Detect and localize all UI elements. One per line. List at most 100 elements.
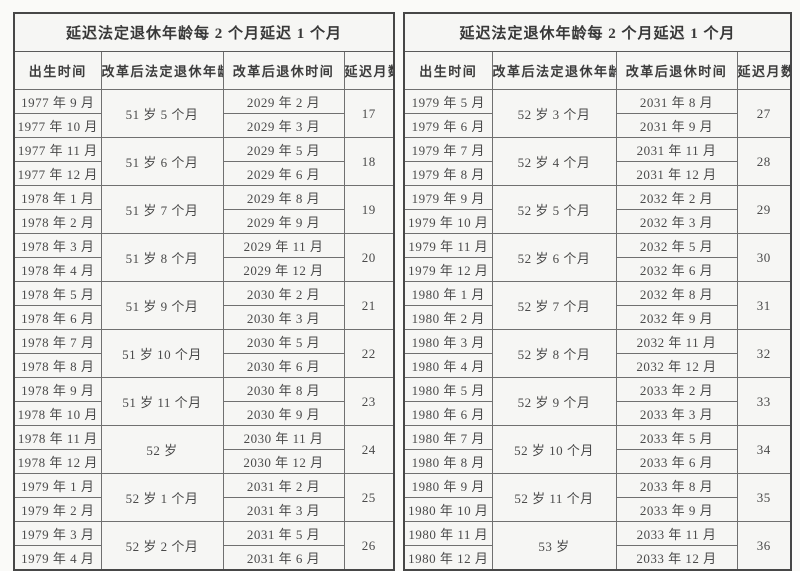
birth-month-cell: 1980 年 8 月 xyxy=(403,449,493,474)
retirement-date-cell: 2029 年 3 月 xyxy=(222,113,345,138)
birth-month-cell: 1979 年 1 月 xyxy=(13,473,102,498)
table-row: 1980 年 9 月 52 岁 11 个月 2033 年 8 月 35 xyxy=(403,473,792,522)
delay-months-cell: 27 xyxy=(736,89,792,138)
retirement-age-cell: 51 岁 7 个月 xyxy=(100,185,224,234)
column-header-birth: 出生时间 xyxy=(13,51,102,90)
birth-month-cell: 1979 年 3 月 xyxy=(13,521,102,546)
table-row: 1978 年 1 月 51 岁 7 个月 2029 年 8 月 19 xyxy=(13,185,395,234)
delay-months-cell: 34 xyxy=(736,425,792,474)
birth-month-cell: 1977 年 10 月 xyxy=(13,113,102,138)
delay-months-cell: 19 xyxy=(343,185,395,234)
table-row: 1978 年 11 月 52 岁 2030 年 11 月 24 xyxy=(13,425,395,474)
retirement-age-cell: 51 岁 11 个月 xyxy=(100,377,224,426)
retirement-date-cell: 2032 年 12 月 xyxy=(615,353,738,378)
retirement-date-cell: 2030 年 12 月 xyxy=(222,449,345,474)
delay-months-cell: 30 xyxy=(736,233,792,282)
retirement-age-cell: 52 岁 1 个月 xyxy=(100,473,224,522)
table-row: 1977 年 9 月 51 岁 5 个月 2029 年 2 月 17 xyxy=(13,89,395,138)
retirement-date-cell: 2030 年 6 月 xyxy=(222,353,345,378)
birth-month-cell: 1979 年 9 月 xyxy=(403,185,493,210)
retirement-date-cell: 2031 年 2 月 xyxy=(222,473,345,498)
table-row: 1978 年 4 月 2029 年 12 月 xyxy=(13,257,394,282)
birth-month-cell: 1978 年 1 月 xyxy=(13,185,102,210)
table-row: 1979 年 3 月 52 岁 2 个月 2031 年 5 月 26 xyxy=(13,521,395,571)
delay-months-cell: 32 xyxy=(736,329,792,378)
table-body: 1979 年 5 月 52 岁 3 个月 2031 年 8 月 27 1979 年 6 … xyxy=(403,89,792,571)
birth-month-cell: 1979 年 7 月 xyxy=(403,137,493,162)
table-title: 延迟法定退休年龄每 2 个月延迟 1 个月 xyxy=(13,12,395,52)
birth-month-cell: 1980 年 5 月 xyxy=(403,377,493,402)
retirement-date-cell: 2031 年 12 月 xyxy=(615,161,738,186)
table-row: 1978 年 8 月 2030 年 6 月 xyxy=(13,353,394,378)
birth-month-cell: 1980 年 4 月 xyxy=(403,353,493,378)
retirement-date-cell: 2032 年 3 月 xyxy=(615,209,738,234)
column-header-delay: 延迟月数 xyxy=(343,51,395,90)
column-header-age: 改革后法定退休年龄 xyxy=(100,51,224,90)
delay-months-cell: 24 xyxy=(343,425,395,474)
retirement-date-cell: 2031 年 6 月 xyxy=(222,545,345,571)
retirement-table-right: 延迟法定退休年龄每 2 个月延迟 1 个月 出生时间 改革后法定退休年龄 改革后… xyxy=(403,12,793,571)
retirement-date-cell: 2029 年 9 月 xyxy=(222,209,345,234)
table-row: 1978 年 12 月 2030 年 12 月 xyxy=(13,449,394,474)
birth-month-cell: 1979 年 10 月 xyxy=(403,209,493,234)
birth-month-cell: 1979 年 4 月 xyxy=(13,545,102,571)
retirement-date-cell: 2029 年 11 月 xyxy=(222,233,345,258)
retirement-date-cell: 2031 年 5 月 xyxy=(222,521,345,546)
birth-month-cell: 1980 年 1 月 xyxy=(403,281,493,306)
table-row: 1979 年 5 月 52 岁 3 个月 2031 年 8 月 27 xyxy=(403,89,792,138)
table-row: 1980 年 5 月 52 岁 9 个月 2033 年 2 月 33 xyxy=(403,377,792,426)
birth-month-cell: 1979 年 5 月 xyxy=(403,89,493,114)
retirement-date-cell: 2029 年 2 月 xyxy=(222,89,345,114)
retirement-date-cell: 2031 年 9 月 xyxy=(615,113,738,138)
table-row: 1978 年 10 月 2030 年 9 月 xyxy=(13,401,394,426)
retirement-age-cell: 51 岁 10 个月 xyxy=(100,329,224,378)
table-row: 1979 年 8 月 2031 年 12 月 xyxy=(403,161,791,186)
delay-months-cell: 35 xyxy=(736,473,792,522)
birth-month-cell: 1978 年 4 月 xyxy=(13,257,102,282)
retirement-age-cell: 53 岁 xyxy=(491,521,617,571)
table-row: 1980 年 4 月 2032 年 12 月 xyxy=(403,353,791,378)
delay-months-cell: 36 xyxy=(736,521,792,571)
delay-months-cell: 33 xyxy=(736,377,792,426)
birth-month-cell: 1978 年 3 月 xyxy=(13,233,102,258)
birth-month-cell: 1979 年 12 月 xyxy=(403,257,493,282)
birth-month-cell: 1978 年 10 月 xyxy=(13,401,102,426)
retirement-date-cell: 2030 年 2 月 xyxy=(222,281,345,306)
birth-month-cell: 1980 年 9 月 xyxy=(403,473,493,498)
birth-month-cell: 1979 年 2 月 xyxy=(13,497,102,522)
retirement-date-cell: 2030 年 5 月 xyxy=(222,329,345,354)
birth-month-cell: 1978 年 2 月 xyxy=(13,209,102,234)
table-title: 延迟法定退休年龄每 2 个月延迟 1 个月 xyxy=(403,12,792,52)
retirement-date-cell: 2030 年 3 月 xyxy=(222,305,345,330)
delay-months-cell: 17 xyxy=(343,89,395,138)
table-row: 1978 年 3 月 51 岁 8 个月 2029 年 11 月 20 xyxy=(13,233,395,282)
retirement-date-cell: 2031 年 8 月 xyxy=(615,89,738,114)
birth-month-cell: 1978 年 11 月 xyxy=(13,425,102,450)
table-row: 1979 年 9 月 52 岁 5 个月 2032 年 2 月 29 xyxy=(403,185,792,234)
retirement-date-cell: 2029 年 6 月 xyxy=(222,161,345,186)
delay-months-cell: 25 xyxy=(343,473,395,522)
birth-month-cell: 1980 年 10 月 xyxy=(403,497,493,522)
retirement-date-cell: 2032 年 2 月 xyxy=(615,185,738,210)
delay-months-cell: 21 xyxy=(343,281,395,330)
retirement-age-cell: 52 岁 6 个月 xyxy=(491,233,617,282)
table-row: 1979 年 11 月 52 岁 6 个月 2032 年 5 月 30 xyxy=(403,233,792,282)
retirement-age-cell: 52 岁 11 个月 xyxy=(491,473,617,522)
retirement-date-cell: 2032 年 11 月 xyxy=(615,329,738,354)
delay-months-cell: 18 xyxy=(343,137,395,186)
birth-month-cell: 1980 年 7 月 xyxy=(403,425,493,450)
table-row: 1978 年 6 月 2030 年 3 月 xyxy=(13,305,394,330)
table-row: 1977 年 12 月 2029 年 6 月 xyxy=(13,161,394,186)
delay-months-cell: 20 xyxy=(343,233,395,282)
table-row: 1979 年 4 月 2031 年 6 月 xyxy=(13,545,394,571)
table-title-row: 延迟法定退休年龄每 2 个月延迟 1 个月 xyxy=(403,12,792,52)
table-row: 1979 年 12 月 2032 年 6 月 xyxy=(403,257,791,282)
delay-months-cell: 22 xyxy=(343,329,395,378)
retirement-age-cell: 52 岁 2 个月 xyxy=(100,521,224,571)
table-header-row: 出生时间 改革后法定退休年龄 改革后退休时间 延迟月数 xyxy=(13,51,395,90)
retirement-age-cell: 52 岁 8 个月 xyxy=(491,329,617,378)
retirement-age-cell: 52 岁 4 个月 xyxy=(491,137,617,186)
birth-month-cell: 1978 年 8 月 xyxy=(13,353,102,378)
table-title-row: 延迟法定退休年龄每 2 个月延迟 1 个月 xyxy=(13,12,395,52)
